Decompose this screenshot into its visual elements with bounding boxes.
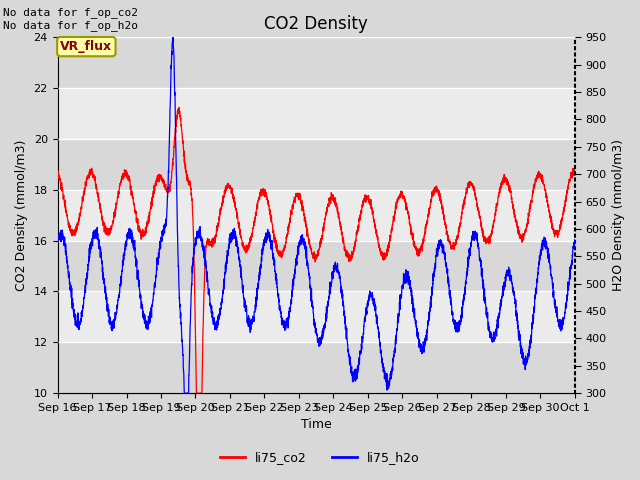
Bar — [58, 190, 575, 240]
Bar — [58, 342, 575, 393]
Bar — [58, 37, 575, 88]
Legend: li75_co2, li75_h2o: li75_co2, li75_h2o — [215, 446, 425, 469]
Bar — [58, 240, 575, 291]
Y-axis label: H2O Density (mmol/m3): H2O Density (mmol/m3) — [612, 139, 625, 291]
Y-axis label: CO2 Density (mmol/m3): CO2 Density (mmol/m3) — [15, 140, 28, 291]
Bar — [58, 291, 575, 342]
Text: No data for f_op_co2: No data for f_op_co2 — [3, 7, 138, 18]
Title: CO2 Density: CO2 Density — [264, 15, 368, 33]
Text: VR_flux: VR_flux — [60, 40, 113, 53]
Bar — [58, 88, 575, 139]
Bar — [58, 139, 575, 190]
X-axis label: Time: Time — [301, 419, 332, 432]
Text: No data for f_op_h2o: No data for f_op_h2o — [3, 20, 138, 31]
